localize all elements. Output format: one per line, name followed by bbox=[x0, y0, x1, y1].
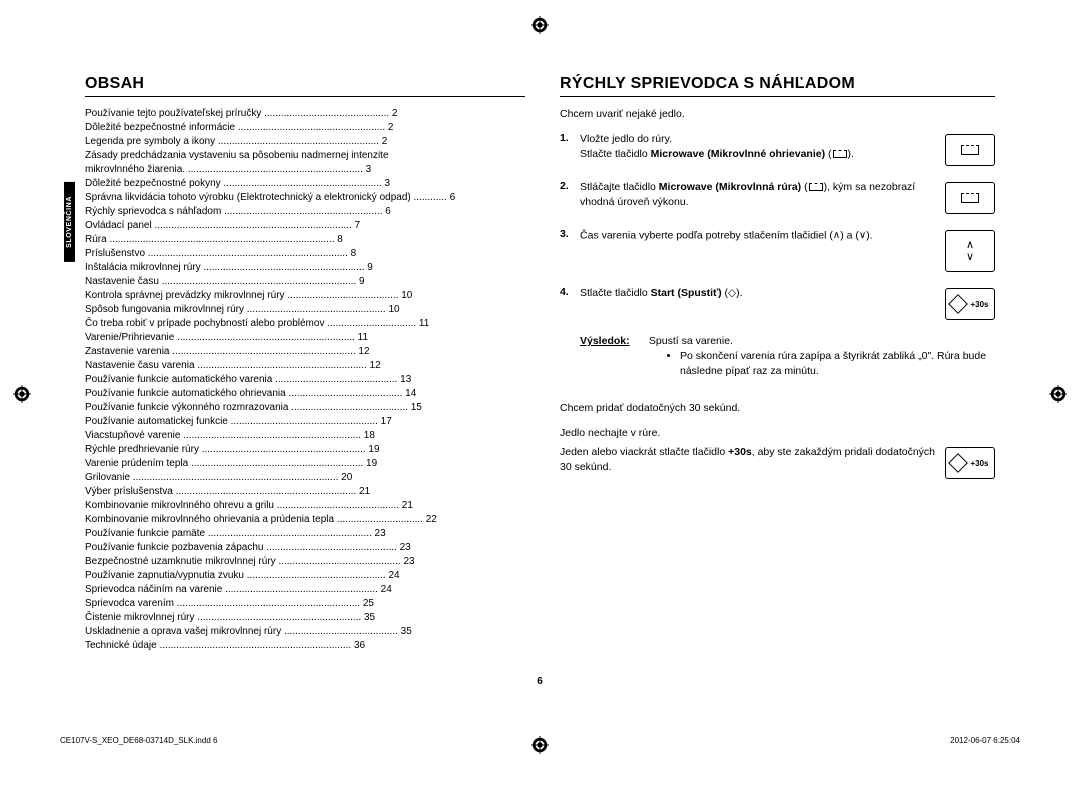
page-container: OBSAH Používanie tejto používateľskej pr… bbox=[40, 0, 1040, 653]
toc-entry: Sprievodca náčiním na varenie ..........… bbox=[85, 583, 525, 597]
right-column: RÝCHLY SPRIEVODCA S NÁHĽADOM Chcem uvari… bbox=[555, 75, 1040, 653]
toc-entry: Kombinovanie mikrovlnného ohrevu a grilu… bbox=[85, 499, 525, 513]
toc-entry: Používanie funkcie pamäte ..............… bbox=[85, 527, 525, 541]
microwave-button-icon bbox=[945, 182, 995, 214]
result-bullet: Po skončení varenia rúra zapípa a štyrik… bbox=[680, 349, 995, 379]
toc-entry: Legenda pre symboly a ikony ............… bbox=[85, 135, 525, 149]
toc-entry: Spôsob fungovania mikrovlnnej rúry .....… bbox=[85, 303, 525, 317]
step-text: Stláčajte tlačidlo Microwave (Mikrovlnná… bbox=[580, 180, 939, 210]
toc-entry: Správna likvidácia tohoto výrobku (Elekt… bbox=[85, 191, 525, 205]
toc-entry: Rýchly sprievodca s náhľadom ...........… bbox=[85, 205, 525, 219]
step-4: 4. Stlačte tlačidlo Start (Spustiť) (◇).… bbox=[560, 286, 995, 320]
result-label: Výsledok: bbox=[580, 334, 646, 349]
toc-entry: Používanie tejto používateľskej príručky… bbox=[85, 107, 525, 121]
registration-mark-icon bbox=[1049, 385, 1067, 403]
toc-entry: Používanie automatickej funkcie ........… bbox=[85, 415, 525, 429]
plus30-button-icon: +30s bbox=[945, 447, 995, 479]
toc-entry: Dôležité bezpečnostné informácie .......… bbox=[85, 121, 525, 135]
toc-entry: Varenie prúdením tepla .................… bbox=[85, 457, 525, 471]
toc-entry: Technické údaje ........................… bbox=[85, 639, 525, 653]
toc-entry: Príslušenstvo ..........................… bbox=[85, 247, 525, 261]
toc-entry: Čistenie mikrovlnnej rúry ..............… bbox=[85, 611, 525, 625]
toc-entry: Používanie funkcie pozbavenia zápachu ..… bbox=[85, 541, 525, 555]
result-text: Spustí sa varenie. bbox=[649, 335, 733, 347]
toc-entry: Používanie funkcie výkonného rozmrazovan… bbox=[85, 401, 525, 415]
step-number: 2. bbox=[560, 180, 574, 192]
toc-entry: Zásady predchádzania vystaveniu sa pôsob… bbox=[85, 149, 525, 163]
toc-entry: Rúra ...................................… bbox=[85, 233, 525, 247]
toc-entry: Kombinovanie mikrovlnného ohrievania a p… bbox=[85, 513, 525, 527]
toc-heading: OBSAH bbox=[85, 75, 525, 97]
toc-entry: Čo treba robiť v prípade pochybností ale… bbox=[85, 317, 525, 331]
toc-entry: Kontrola správnej prevádzky mikrovlnnej … bbox=[85, 289, 525, 303]
toc-entry: Grilovanie .............................… bbox=[85, 471, 525, 485]
step-3: 3. Čas varenia vyberte podľa potreby stl… bbox=[560, 228, 995, 272]
footer-file: CE107V-S_XEO_DE68-03714D_SLK.indd 6 bbox=[60, 736, 217, 745]
step-number: 4. bbox=[560, 286, 574, 298]
toc-entry: Varenie/Prihrievanie ...................… bbox=[85, 331, 525, 345]
step-text: Vložte jedlo do rúry.Stlačte tlačidlo Mi… bbox=[580, 132, 939, 162]
guide-intro: Chcem uvariť nejaké jedlo. bbox=[560, 107, 995, 122]
toc-entry: Sprievodca varením .....................… bbox=[85, 597, 525, 611]
arrow-up-icon: ∧ bbox=[966, 240, 974, 250]
toc-entry: Používanie funkcie automatického ohrieva… bbox=[85, 387, 525, 401]
toc-entry: Zastavenie varenia .....................… bbox=[85, 345, 525, 359]
step-text: Stlačte tlačidlo Start (Spustiť) (◇). bbox=[580, 286, 939, 301]
microwave-button-icon bbox=[945, 134, 995, 166]
step-text: Čas varenia vyberte podľa potreby stlače… bbox=[580, 228, 939, 243]
toc-entry: Inštalácia mikrovlnnej rúry ............… bbox=[85, 261, 525, 275]
guide-intro2: Chcem pridať dodatočných 30 sekúnd. bbox=[560, 401, 995, 416]
guide-heading: RÝCHLY SPRIEVODCA S NÁHĽADOM bbox=[560, 75, 995, 97]
toc-entry: Nastavenie času ........................… bbox=[85, 275, 525, 289]
page-number: 6 bbox=[537, 676, 543, 687]
start-button-icon: +30s bbox=[945, 288, 995, 320]
toc-entry: Výber príslušenstva ....................… bbox=[85, 485, 525, 499]
step-number: 3. bbox=[560, 228, 574, 240]
step-text: Jedlo nechajte v rúre. bbox=[560, 426, 995, 441]
toc-entry: Bezpečnostné uzamknutie mikrovlnnej rúry… bbox=[85, 555, 525, 569]
toc-list: Používanie tejto používateľskej príručky… bbox=[85, 107, 525, 653]
toc-entry: Nastavenie času varenia ................… bbox=[85, 359, 525, 373]
result-block: Výsledok: Spustí sa varenie. Po skončení… bbox=[580, 334, 995, 379]
registration-mark-icon bbox=[531, 16, 549, 34]
toc-entry: Viacstupňové varenie ...................… bbox=[85, 429, 525, 443]
extra-step: Jeden alebo viackrát stlačte tlačidlo +3… bbox=[560, 445, 995, 479]
toc-entry: Rýchle predhrievanie rúry ..............… bbox=[85, 443, 525, 457]
toc-entry: Uskladnenie a oprava vašej mikrovlnnej r… bbox=[85, 625, 525, 639]
extra-step: Jedlo nechajte v rúre. bbox=[560, 426, 995, 441]
registration-mark-icon bbox=[531, 736, 549, 754]
toc-entry: Ovládací panel .........................… bbox=[85, 219, 525, 233]
arrow-down-icon: ∨ bbox=[966, 252, 974, 262]
toc-entry: Používanie funkcie automatického varenia… bbox=[85, 373, 525, 387]
step-2: 2. Stláčajte tlačidlo Microwave (Mikrovl… bbox=[560, 180, 995, 214]
step-text: Jeden alebo viackrát stlačte tlačidlo +3… bbox=[560, 445, 939, 475]
toc-entry: Dôležité bezpečnostné pokyny ...........… bbox=[85, 177, 525, 191]
footer-date: 2012-06-07 6:25:04 bbox=[950, 736, 1020, 745]
language-tab: SLOVENČINA bbox=[64, 182, 75, 262]
toc-entry: Používanie zapnutia/vypnutia zvuku .....… bbox=[85, 569, 525, 583]
updown-button-icon: ∧ ∨ bbox=[945, 230, 995, 272]
left-column: OBSAH Používanie tejto používateľskej pr… bbox=[40, 75, 525, 653]
step-number: 1. bbox=[560, 132, 574, 144]
toc-entry: mikrovlnného žiarenia. .................… bbox=[85, 163, 525, 177]
step-1: 1. Vložte jedlo do rúry.Stlačte tlačidlo… bbox=[560, 132, 995, 166]
registration-mark-icon bbox=[13, 385, 31, 403]
